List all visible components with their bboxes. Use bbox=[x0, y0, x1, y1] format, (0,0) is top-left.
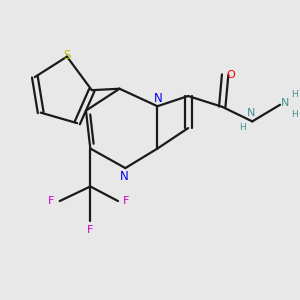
Text: H: H bbox=[240, 123, 246, 132]
Text: N: N bbox=[154, 92, 162, 105]
Text: S: S bbox=[63, 49, 71, 62]
Text: N: N bbox=[119, 170, 128, 183]
Text: F: F bbox=[87, 225, 94, 235]
Text: O: O bbox=[226, 70, 235, 80]
Text: H: H bbox=[291, 110, 298, 119]
Text: F: F bbox=[123, 196, 129, 206]
Text: N: N bbox=[247, 108, 255, 118]
Text: F: F bbox=[48, 196, 55, 206]
Text: N: N bbox=[281, 98, 290, 108]
Text: H: H bbox=[291, 90, 298, 99]
